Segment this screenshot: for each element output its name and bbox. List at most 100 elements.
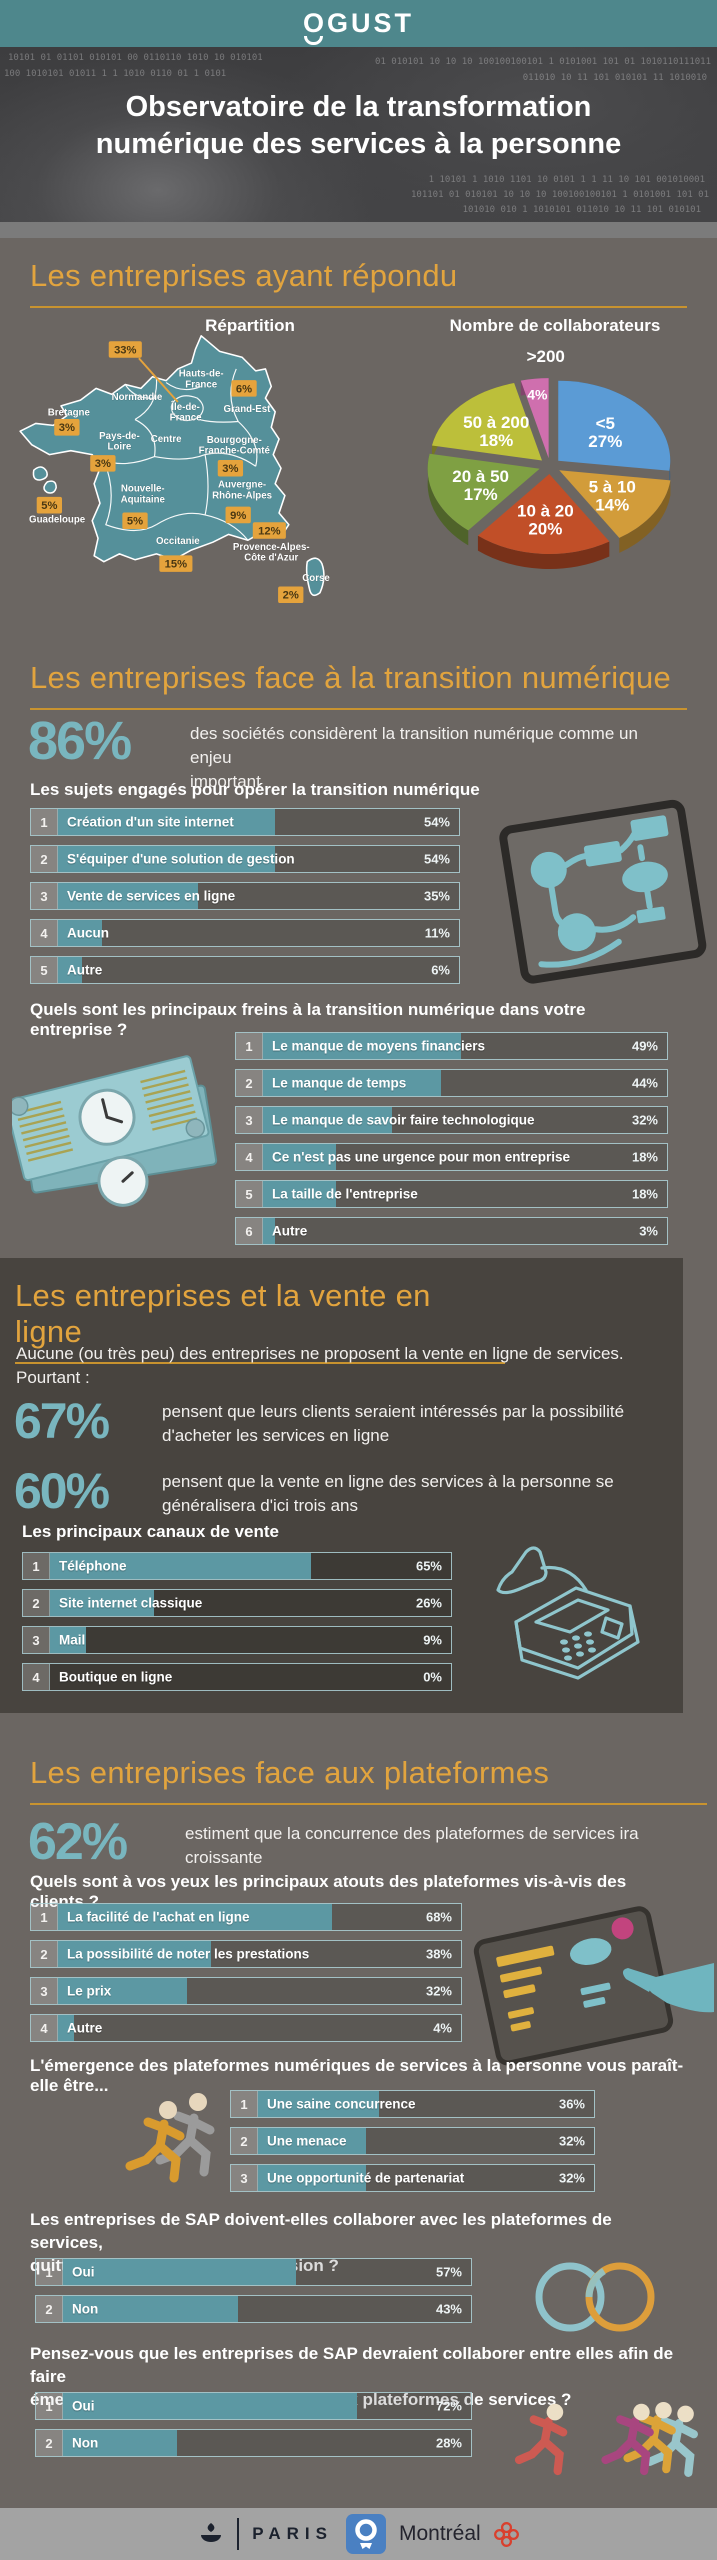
- bar-value: 11%: [424, 925, 450, 941]
- bar-track: Non 28%: [63, 2430, 471, 2456]
- map-region-badge-value: 2%: [283, 590, 299, 602]
- bar-value: 36%: [558, 2096, 585, 2112]
- page-title: Observatoire de la transformation numéri…: [95, 91, 622, 160]
- bar-label: La possibilité de noter les prestations: [67, 1946, 310, 1962]
- pie-title: Nombre de collaborateurs: [449, 316, 661, 335]
- header-bar: OGUST: [0, 0, 717, 47]
- map-region-label: Centre: [151, 434, 182, 445]
- map-region-label: Auvergne-: [218, 480, 266, 491]
- bar-label: Aucun: [67, 925, 109, 941]
- map-region-badge-value: 15%: [165, 558, 187, 570]
- chart-title-emergence: L'émergence des plateformes numériques d…: [30, 2056, 684, 2095]
- vente-intro: Aucune (ou très peu) des entreprises ne …: [16, 1344, 624, 1387]
- pie-slice-label: 4%: [527, 387, 548, 403]
- binary-texture: 10101 01 01101 010101 00 0110110 1010 10…: [8, 53, 263, 63]
- bar-fill: [263, 1107, 393, 1133]
- bar-value: 49%: [631, 1038, 658, 1054]
- bar-fill: [63, 2296, 239, 2322]
- bar-label: Une saine concurrence: [267, 2096, 416, 2112]
- bar-rank: 1: [31, 809, 58, 835]
- stat-text-62: estiment que la concurrence des platefor…: [185, 1824, 639, 1867]
- bar-label: La facilité de l'achat en ligne: [67, 1909, 250, 1925]
- bar-rank: 2: [231, 2128, 258, 2154]
- binary-texture: 101101 01 010101 10 10 10 100100100101 1…: [410, 190, 709, 200]
- bar-label: Autre: [272, 1223, 308, 1239]
- map-region-badge: [90, 455, 116, 472]
- section-heading-respondents: Les entreprises ayant répondu: [30, 258, 687, 308]
- binary-texture: 011010 10 11 101 010101 11 1010010: [522, 73, 707, 83]
- bar-track: Autre 4%: [58, 2015, 461, 2041]
- bar-row: 1 Le manque de moyens financiers 49%: [235, 1032, 668, 1060]
- map-region-badge-value: 33%: [114, 344, 136, 356]
- bar-rank: 2: [36, 2430, 63, 2456]
- bar-rank: 5: [31, 957, 58, 983]
- bar-rank: 3: [23, 1627, 50, 1653]
- map-region-badge: [108, 341, 142, 358]
- bar-track: Autre 6%: [58, 957, 459, 983]
- bar-row: 1 Création d'un site internet 54%: [30, 808, 460, 836]
- bar-track: Oui 72%: [63, 2393, 471, 2419]
- bar-label: Le manque de savoir faire technologique: [272, 1112, 535, 1128]
- bar-track: Boutique en ligne 0%: [50, 1664, 451, 1690]
- pie-slice: [477, 473, 610, 554]
- hero-banner: 10101 01 01101 010101 00 0110110 1010 10…: [0, 47, 717, 238]
- bar-rank: 4: [236, 1144, 263, 1170]
- bar-rank: 4: [23, 1664, 50, 1690]
- bar-track: La taille de l'entreprise 18%: [263, 1181, 667, 1207]
- map-region-label: Occitanie: [156, 536, 200, 547]
- bar-label: Boutique en ligne: [59, 1669, 173, 1685]
- bar-row: 2 Une menace 32%: [230, 2127, 595, 2155]
- bar-label: Le manque de temps: [272, 1075, 407, 1091]
- section-heading-plateformes: Les entreprises face aux plateformes: [30, 1755, 707, 1805]
- bar-label: Non: [72, 2301, 99, 2317]
- ogust-logo-o: O: [302, 8, 327, 45]
- bar-value: 18%: [631, 1149, 658, 1165]
- bar-fill: [58, 846, 275, 872]
- paris-logo-icon: [201, 2523, 222, 2542]
- bar-value: 0%: [423, 1669, 442, 1685]
- bar-label: S'équiper d'une solution de gestion: [67, 851, 295, 867]
- bar-value: 35%: [423, 888, 450, 904]
- ogust-logo-rest: GUST: [327, 8, 415, 38]
- bar-value: 32%: [425, 1983, 452, 1999]
- bar-fill: [263, 1033, 461, 1059]
- pie-slice: [559, 470, 671, 538]
- stat-text-60: pensent que la vente en ligne des servic…: [162, 1472, 614, 1515]
- bar-track: Le manque de savoir faire technologique 3…: [263, 1107, 667, 1133]
- bar-value: 32%: [631, 1112, 658, 1128]
- bar-value: 54%: [423, 814, 450, 830]
- bar-label: Oui: [72, 2398, 95, 2414]
- bar-value: 4%: [433, 2020, 452, 2036]
- bar-label: Une menace: [267, 2133, 347, 2149]
- bar-label: Le manque de moyens financiers: [272, 1038, 486, 1054]
- bar-row: 3 Une opportunité de partenariat 32%: [230, 2164, 595, 2192]
- map-region-label: Nouvelle-: [121, 484, 165, 495]
- bar-chart-emergence: 1 Une saine concurrence 36% 2 Une menace 32% 3…: [230, 2090, 595, 2201]
- map-region-badge: [159, 555, 193, 572]
- bar-fill: [58, 1904, 333, 1930]
- bar-rank: 1: [36, 2393, 63, 2419]
- bar-track: Vente de services en ligne 35%: [58, 883, 459, 909]
- bar-row: 2 S'équiper d'une solution de gestion 54%: [30, 845, 460, 873]
- bar-chart-atouts: 1 La facilité de l'achat en ligne 68% 2 La p…: [30, 1903, 462, 2051]
- corse-shape: [305, 557, 325, 597]
- stat-value-60: 60%: [14, 1463, 110, 1519]
- bar-fill: [58, 920, 103, 946]
- bar-fill: [63, 2430, 178, 2456]
- bar-value: 28%: [435, 2435, 462, 2451]
- map-region-badge: [252, 522, 286, 539]
- bar-value: 57%: [435, 2264, 462, 2280]
- bar-row: 3 Le manque de savoir faire technologique…: [235, 1106, 668, 1134]
- bar-row: 3 Mail 9%: [22, 1626, 452, 1654]
- bar-rank: 2: [31, 1941, 58, 1967]
- bar-fill: [263, 1181, 336, 1207]
- pie-slice-label: 5 à 10: [589, 477, 636, 496]
- footer-bar: PARIS Montréal: [0, 2508, 717, 2560]
- bar-rank: 2: [36, 2296, 63, 2322]
- chart-title-freins: Quels sont les principaux freins à la tr…: [30, 1000, 586, 1039]
- chart-title-sujets: Les sujets engagés pour opérer la transi…: [30, 780, 480, 799]
- bar-rank: 1: [31, 1904, 58, 1930]
- bar-rank: 2: [23, 1590, 50, 1616]
- pie-slice: [558, 380, 671, 471]
